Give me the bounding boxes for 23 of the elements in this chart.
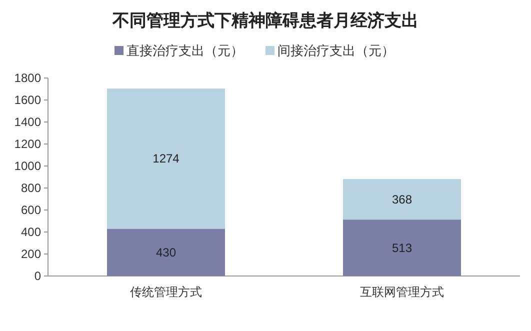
data-label: 368 [392,192,412,206]
chart-title: 不同管理方式下精神障碍患者月经济支出 [112,11,418,30]
y-tick-label: 1800 [14,71,42,85]
x-tick-label: 互联网管理方式 [360,285,444,299]
y-tick-label: 1400 [14,115,42,129]
bar [343,179,461,220]
y-tick-label: 400 [20,225,42,239]
bar [343,220,461,276]
data-label: 513 [392,240,412,255]
x-tick-label: 传统管理方式 [130,285,202,299]
data-label: 1274 [152,152,180,166]
bar [107,88,225,229]
y-tick-label: 1200 [14,137,42,151]
legend-label: 直接治疗支出（元） [126,43,244,58]
y-tick-label: 600 [20,203,42,217]
bar [107,228,225,276]
y-tick-label: 1600 [14,93,42,107]
legend-label: 间接治疗支出（元） [278,43,394,58]
y-tick-label: 0 [34,269,42,283]
data-label: 430 [156,245,176,260]
y-tick-label: 200 [20,247,42,261]
y-tick-label: 1000 [14,159,42,173]
y-tick-label: 800 [20,181,42,195]
